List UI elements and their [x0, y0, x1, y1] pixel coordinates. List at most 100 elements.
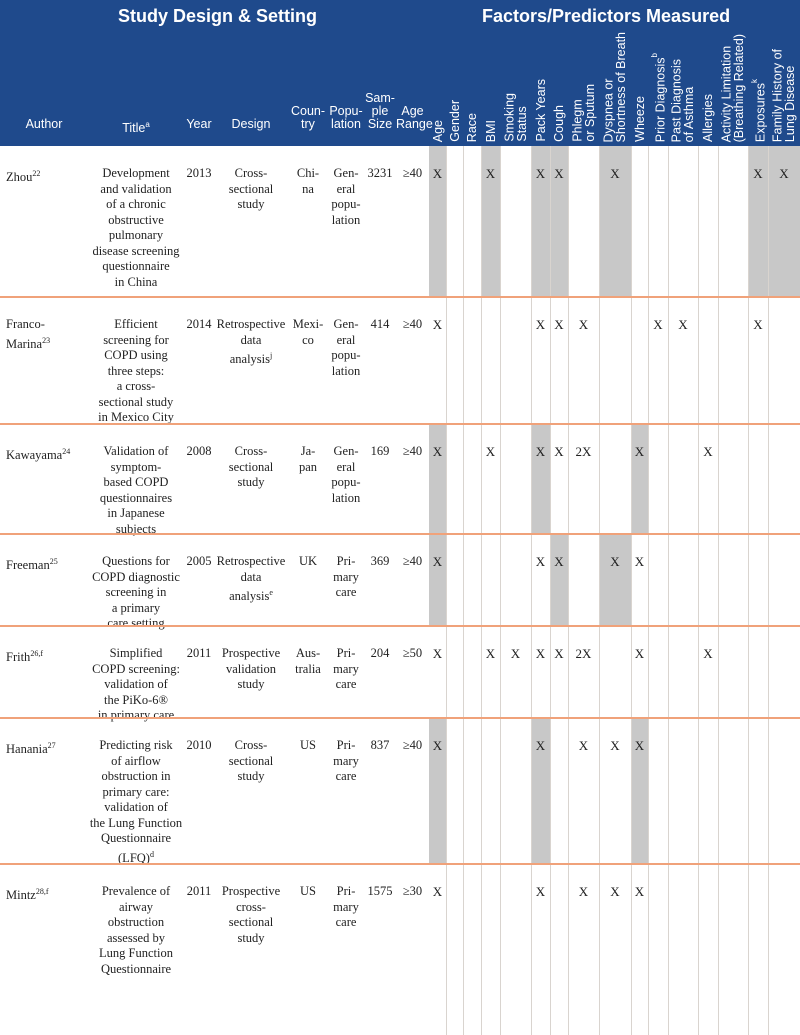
factor-mark: X [653, 317, 663, 332]
footnote-marker: 23 [42, 335, 51, 345]
cell-title: Development and validation of a chronic obs… [92, 166, 180, 289]
column-divider [631, 146, 632, 1035]
factor-label: Wheeze [632, 96, 647, 142]
column-divider [668, 146, 669, 1035]
cell-sample-size: 837 [370, 738, 390, 752]
row-divider [0, 533, 800, 535]
header-factor-2: Gender [446, 30, 463, 144]
cell-sample-size: 1575 [367, 884, 393, 898]
column-divider [698, 146, 699, 1035]
cell-design: Prospective cross-sectional study [221, 884, 281, 945]
cell-sample-size: 169 [370, 444, 390, 458]
factor-mark: X [535, 738, 546, 753]
factor-label: Phlegm or Sputum [570, 84, 597, 142]
shaded-cell [550, 534, 568, 626]
header-factor-5: Smoking Status [500, 30, 531, 144]
shaded-cell [531, 146, 550, 297]
cell-year: 2011 [186, 884, 212, 898]
cell-design: Retrospective data analysisj [216, 317, 286, 367]
cell-sample-size: 204 [370, 646, 390, 660]
factor-mark: X [535, 444, 546, 459]
header-factor-16: Family History of Lung Disease [768, 30, 800, 144]
shaded-cell [429, 718, 446, 864]
factor-mark: X [578, 884, 589, 899]
row-divider [0, 863, 800, 865]
shaded-cell [599, 146, 631, 297]
shaded-cell [429, 534, 446, 626]
factor-label: Allergies [700, 94, 715, 142]
header-factor-14: Activity Limitation (Breathing Related) [718, 30, 748, 144]
factor-label: Pack Years [533, 79, 548, 142]
cell-design: Prospective validation study [221, 646, 281, 691]
cell-year: 2013 [186, 166, 212, 180]
cell-population: Pri-mary care [333, 646, 359, 691]
cell-population: Pri-mary care [333, 554, 359, 599]
factor-mark: X [634, 738, 645, 753]
shaded-cell [481, 146, 500, 297]
header-country: Coun-try [290, 104, 326, 131]
factor-label: Race [464, 112, 479, 142]
cell-country: Ja-pan [298, 444, 318, 474]
footnote-marker: 27 [47, 741, 56, 750]
shaded-cell [631, 424, 648, 534]
factor-mark: X [432, 646, 443, 661]
shaded-cell [550, 146, 568, 297]
cell-sample-size: 369 [370, 554, 390, 568]
header-factor-1: Age [429, 30, 446, 144]
column-divider [500, 146, 501, 1035]
header-factor-15: Exposuresk [748, 30, 768, 144]
cell-design: Retrospective data analysise [216, 554, 286, 604]
cell-age-range: ≥40 [402, 738, 423, 752]
factor-label: Past Diagnosis of Asthma [669, 58, 697, 142]
factor-label: BMI [483, 119, 498, 142]
cell-country: US [300, 738, 316, 752]
factor-mark: X [432, 738, 443, 753]
factor-mark: 2X [575, 444, 592, 459]
cell-population: Gen-eral popu-lation [331, 166, 361, 227]
group-heading-factors: Factors/Predictors Measured [482, 6, 731, 26]
cell-population: Gen-eral popu-lation [331, 444, 361, 505]
cell-country: Aus-tralia [295, 646, 321, 676]
column-divider [481, 146, 482, 1035]
footnote-marker: 22 [32, 169, 41, 178]
cell-title: Predicting risk of airflow obstruction in p… [89, 738, 183, 865]
cell-country: Mexi-co [292, 317, 324, 347]
cell-title: Simplified COPD screening: validation of th… [92, 646, 180, 722]
factor-mark: X [535, 646, 546, 661]
column-divider [568, 146, 569, 1035]
header-factor-11: Prior Diagnosisb [648, 30, 668, 144]
cell-author: Freeman25 [6, 557, 58, 573]
column-divider [446, 146, 447, 1035]
row-divider [0, 423, 800, 425]
factor-mark: X [634, 554, 645, 569]
column-divider [768, 146, 769, 1035]
footnote-marker: 26,f [30, 649, 43, 658]
cell-sample-size: 3231 [367, 166, 393, 180]
cell-year: 2008 [186, 444, 212, 458]
factor-mark: X [432, 884, 443, 899]
cell-year: 2014 [186, 317, 212, 331]
header-factor-10: Wheeze [631, 30, 648, 144]
footnote-marker: j [270, 351, 273, 360]
factor-mark: X [578, 738, 589, 753]
header-factor-3: Race [463, 30, 481, 144]
footnote-marker: k [750, 78, 760, 83]
factor-mark: X [610, 738, 620, 753]
factor-mark: X [535, 884, 546, 899]
factor-mark: 2X [575, 646, 592, 661]
factor-mark: X [432, 554, 443, 569]
factor-mark: X [432, 166, 443, 181]
factor-mark: X [485, 444, 496, 459]
header-title: Titlea [122, 120, 150, 136]
shaded-cell [748, 146, 768, 297]
header-factor-9: Dyspnea or Shortness of Breath [599, 30, 631, 144]
header-factor-12: Past Diagnosis of Asthma [668, 30, 698, 144]
factor-mark: X [753, 166, 763, 181]
cell-country: Chi-na [296, 166, 320, 196]
factor-mark: X [753, 317, 763, 332]
shaded-cell [599, 534, 631, 626]
row-divider [0, 625, 800, 627]
factor-mark: X [779, 166, 789, 181]
footnote-marker: e [269, 588, 273, 597]
